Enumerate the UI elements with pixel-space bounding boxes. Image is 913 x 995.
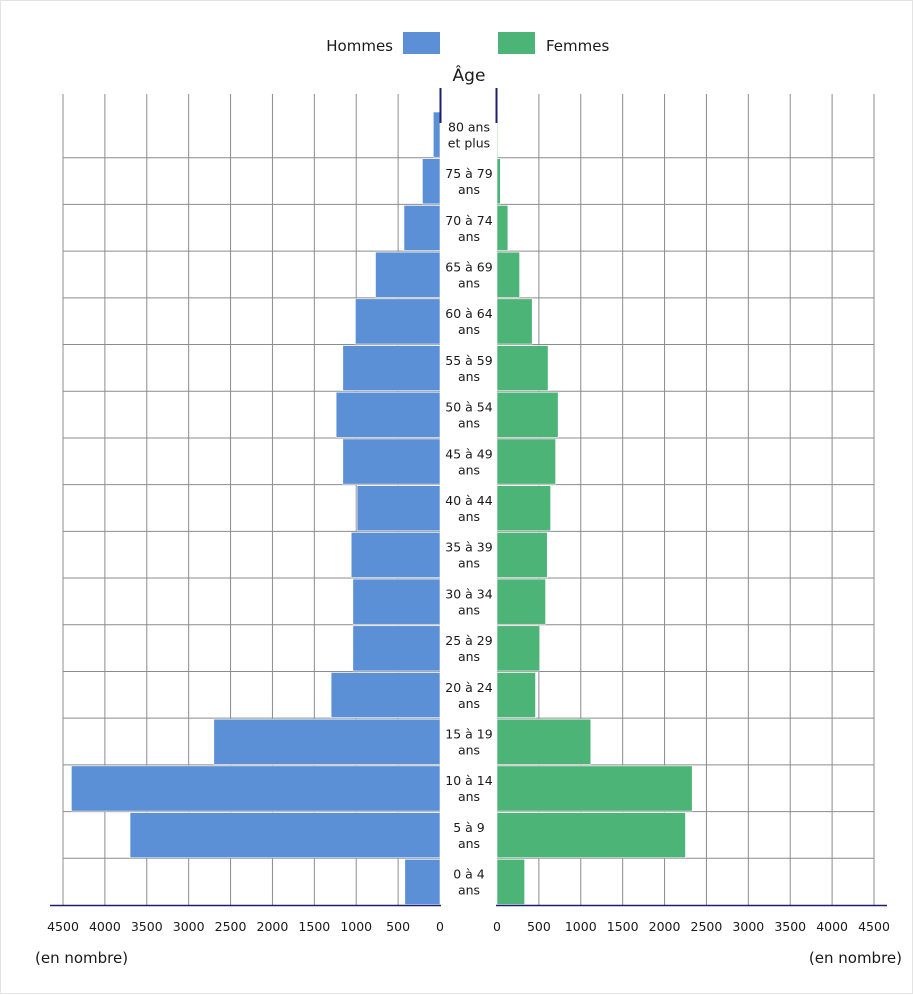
x-tick-left: 3000: [173, 919, 205, 934]
bar-femmes: [496, 858, 525, 905]
bar-hommes: [355, 298, 441, 345]
age-label: 20 à 24 ans: [445, 680, 492, 711]
x-tick-right: 1000: [565, 919, 597, 934]
age-label: 25 à 29 ans: [445, 633, 492, 664]
bar-femmes: [496, 625, 541, 672]
x-tick-left: 1000: [340, 919, 372, 934]
legend-swatch-hommes: [403, 32, 440, 54]
bar-hommes: [422, 158, 441, 205]
bar-hommes: [352, 625, 441, 672]
age-label: 80 ans et plus: [448, 119, 490, 150]
x-tick-left: 4500: [47, 919, 79, 934]
x-tick-right: 1500: [607, 919, 639, 934]
bar-femmes: [496, 205, 509, 251]
bar-femmes: [496, 532, 548, 578]
bar-hommes: [356, 485, 441, 532]
x-tick-left: 500: [386, 919, 410, 934]
age-labels: 80 ans et plus 75 à 79 ans 70 à 74 ans 65 à 69…: [445, 119, 492, 897]
age-label: 15 à 19 ans: [445, 727, 492, 758]
age-label: 0 à 4 ans: [453, 867, 485, 898]
x-tick-right: 2000: [649, 919, 681, 934]
x-tick-left: 3500: [131, 919, 163, 934]
bar-femmes: [496, 765, 693, 812]
age-label: 5 à 9 ans: [453, 820, 485, 851]
legend-swatch-femmes: [498, 32, 535, 54]
grid-left: [62, 94, 440, 905]
x-tick-right: 3500: [774, 919, 806, 934]
bar-hommes: [71, 765, 441, 812]
bar-hommes: [342, 438, 441, 485]
age-label: 75 à 79 ans: [445, 166, 492, 197]
bar-hommes: [342, 345, 441, 392]
bar-femmes: [496, 578, 546, 625]
bar-hommes: [375, 251, 441, 298]
legend: Hommes Femmes: [326, 32, 609, 55]
age-label: 60 à 64 ans: [445, 306, 492, 337]
bar-femmes: [496, 345, 549, 392]
x-unit-left: (en nombre): [35, 949, 128, 967]
age-label: 30 à 34 ans: [445, 586, 492, 617]
bar-femmes: [496, 251, 520, 298]
bars-femmes: [496, 111, 693, 905]
bar-femmes: [496, 672, 536, 718]
x-tick-left: 2500: [215, 919, 247, 934]
age-label: 10 à 14 ans: [445, 773, 492, 804]
bar-femmes: [496, 718, 592, 765]
axes: [50, 88, 887, 907]
x-tick-right: 500: [527, 919, 551, 934]
legend-label-hommes: Hommes: [326, 37, 393, 55]
age-label: 70 à 74 ans: [445, 213, 492, 244]
age-label: 45 à 49 ans: [445, 446, 492, 477]
bar-femmes: [496, 298, 533, 345]
bar-hommes: [404, 858, 441, 905]
bar-femmes: [496, 438, 556, 485]
x-tick-right: 4500: [858, 919, 890, 934]
age-label: 35 à 39 ans: [445, 540, 492, 571]
bar-femmes: [496, 812, 686, 859]
bar-hommes: [350, 532, 441, 578]
bar-femmes: [496, 391, 559, 438]
x-tick-right: 0: [493, 919, 501, 934]
x-unit-right: (en nombre): [809, 949, 902, 967]
bar-hommes: [352, 578, 441, 625]
age-axis-title: Âge: [453, 64, 486, 86]
bar-hommes: [213, 718, 441, 765]
legend-label-femmes: Femmes: [546, 37, 609, 55]
x-tick-right: 3000: [732, 919, 764, 934]
bar-femmes: [496, 158, 501, 205]
bar-femmes: [496, 485, 551, 532]
bar-hommes: [129, 812, 441, 859]
bar-hommes: [330, 672, 441, 718]
age-label: 55 à 59 ans: [445, 353, 492, 384]
bar-hommes: [403, 205, 441, 251]
x-tick-left: 1500: [298, 919, 330, 934]
bars-hommes: [71, 111, 441, 905]
x-tick-left: 2000: [257, 919, 289, 934]
x-tick-right: 2500: [691, 919, 723, 934]
age-label: 65 à 69 ans: [445, 259, 492, 290]
x-tick-left: 0: [436, 919, 444, 934]
tick-labels: 4500 4000 3500 3000 2500 2000 1500 1000 500 0 0 500…: [47, 919, 890, 934]
age-label: 50 à 54 ans: [445, 400, 492, 431]
bar-hommes: [335, 391, 441, 438]
age-label: 40 à 44 ans: [445, 493, 492, 524]
bar-hommes: [432, 111, 441, 158]
x-tick-right: 4000: [816, 919, 848, 934]
x-tick-left: 4000: [89, 919, 121, 934]
